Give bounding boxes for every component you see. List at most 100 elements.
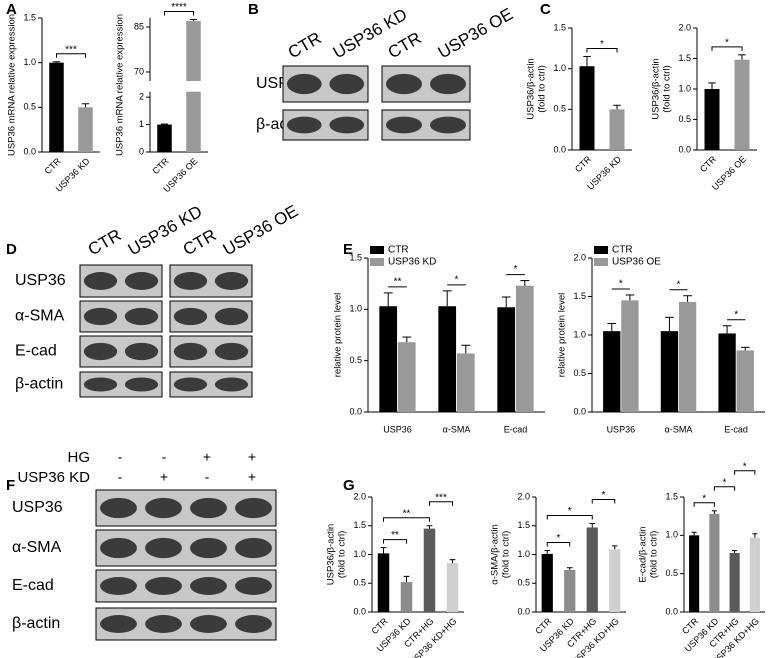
y-tick-label: 0: [139, 146, 144, 156]
significance-label: ***: [435, 492, 447, 503]
panel-label: G: [343, 477, 355, 494]
bar: [678, 301, 697, 412]
blot-row-label: E-cad: [12, 577, 54, 594]
significance-label: **: [403, 508, 411, 519]
x-tick-label: USP36: [383, 424, 412, 434]
blot-band: [430, 116, 466, 134]
bar: [423, 528, 436, 612]
y-tick-label: 1: [139, 119, 144, 129]
legend-label: CTR: [388, 245, 409, 256]
bar: [621, 300, 639, 412]
bar: [438, 306, 457, 412]
y-tick-label: 1.0: [353, 549, 366, 559]
condition-sign: -: [162, 449, 167, 465]
blot-row-label: α-SMA: [12, 539, 62, 556]
y-tick-label: 1.0: [665, 530, 678, 540]
y-tick-label: 2.0: [353, 491, 366, 501]
y-tick-label: 2.0: [517, 491, 530, 501]
significance-bracket: [164, 10, 194, 16]
bar: [456, 353, 475, 412]
significance-label: *: [723, 477, 727, 488]
legend-label: USP36 KD: [388, 257, 436, 268]
x-tick-label: E-cad: [724, 424, 748, 434]
bar: [446, 563, 459, 612]
blot-band: [83, 377, 118, 392]
bar: [729, 552, 740, 612]
condition-sign: +: [160, 469, 168, 485]
bar: [734, 59, 750, 150]
blot-band: [286, 73, 322, 95]
y-tick-label: 1.0: [678, 83, 691, 93]
panel-label: F: [6, 477, 15, 494]
legend-swatch: [370, 246, 384, 254]
significance-bracket: [693, 502, 715, 507]
panel-label: E: [343, 241, 353, 258]
significance-label: *: [514, 264, 518, 275]
y-tick-label: 1.5: [23, 12, 36, 22]
significance-label: ****: [171, 2, 187, 13]
blot-band: [190, 615, 227, 633]
y-tick-label: 1.5: [553, 22, 566, 32]
blot-band: [173, 342, 208, 361]
blot-band: [386, 116, 422, 134]
blot-band: [214, 307, 249, 326]
y-tick-label: 0.0: [23, 146, 36, 156]
significance-label: *: [600, 39, 604, 50]
bar: [515, 285, 534, 412]
x-tick-label: USP36: [607, 424, 636, 434]
bar: [660, 331, 679, 412]
significance-bracket: [546, 541, 571, 547]
significance-label: **: [391, 530, 399, 541]
significance-label: *: [557, 533, 561, 544]
blot-band: [386, 73, 422, 95]
bar: [541, 553, 553, 612]
blot-row-label: β-actin: [12, 615, 60, 632]
significance-bracket: [429, 501, 453, 506]
blot-band: [214, 272, 249, 290]
y-tick-label: 0.5: [517, 578, 530, 588]
blot-band: [124, 377, 159, 392]
x-tick-label: α-SMA: [443, 424, 471, 434]
blot-column-label: USP36 OE: [435, 4, 517, 62]
blot-band: [83, 272, 118, 290]
blot-band: [329, 73, 365, 95]
significance-label: *: [568, 506, 572, 517]
x-tick-label: CTR: [369, 616, 390, 637]
bar: [78, 107, 93, 152]
blot-column-label: CTR: [85, 225, 125, 259]
y-axis-label: E-cad/β-actin: [638, 526, 649, 582]
y-tick-label: 0.5: [349, 355, 362, 365]
blot-band: [124, 342, 159, 361]
y-tick-label: 0.5: [665, 568, 678, 578]
blot-band: [190, 497, 227, 519]
blot-band: [83, 307, 118, 326]
legend-swatch: [594, 258, 608, 266]
condition-sign: -: [118, 469, 123, 485]
y-tick-label: 1.0: [349, 304, 362, 314]
significance-label: *: [602, 490, 606, 501]
y-axis-label: USP36/β-actin: [651, 58, 662, 119]
blot-band: [173, 377, 208, 392]
y-tick-label: 0.0: [573, 406, 586, 416]
y-tick-label: 2: [139, 92, 144, 102]
blot-band: [100, 577, 137, 595]
blot-band: [124, 272, 159, 290]
significance-label: **: [394, 277, 402, 288]
blot-band: [235, 497, 272, 519]
y-tick-label: 1.5: [678, 53, 691, 63]
blot-band: [214, 342, 249, 361]
significance-bracket: [711, 46, 743, 51]
blot-band: [329, 116, 365, 134]
significance-label: *: [725, 37, 729, 48]
y-axis-label: relative protein level: [557, 293, 568, 378]
blot-band: [235, 537, 272, 559]
y-tick-label: 1.0: [553, 63, 566, 73]
blot-band: [214, 377, 249, 392]
bar: [157, 124, 172, 152]
blot-band: [190, 537, 227, 559]
legend-label: USP36 OE: [612, 257, 661, 268]
condition-label: HG: [68, 449, 91, 466]
legend-swatch: [370, 258, 384, 266]
bar: [609, 109, 625, 150]
bar: [718, 333, 736, 412]
